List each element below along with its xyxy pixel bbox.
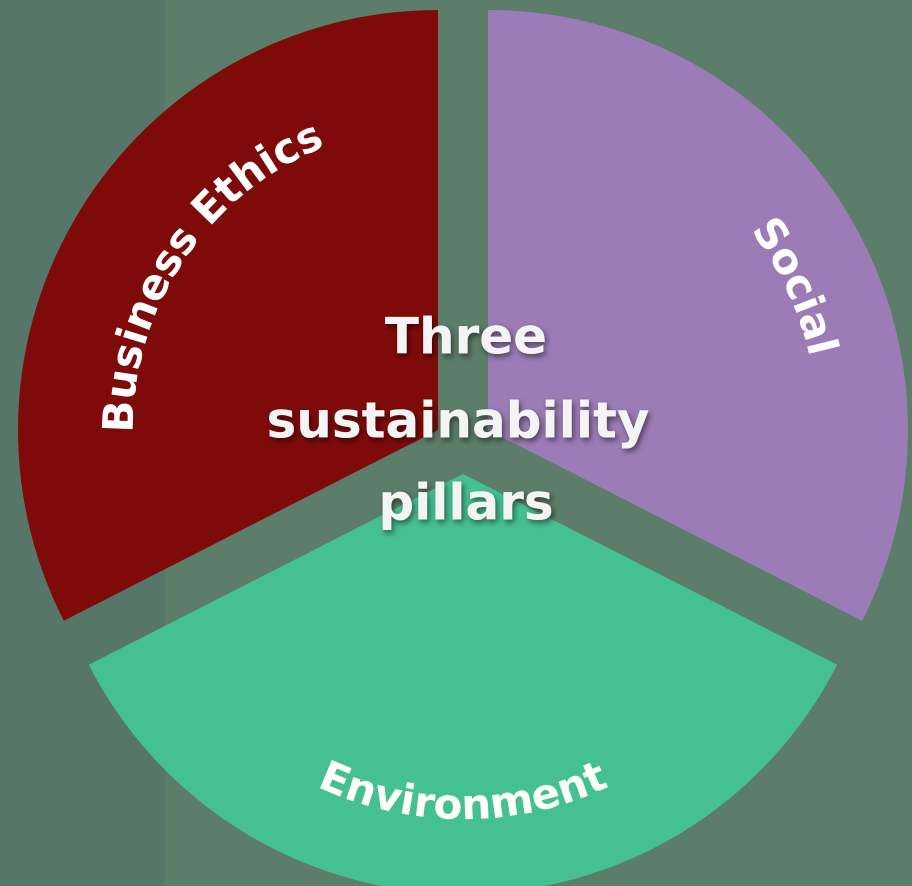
page: Business Ethics Social Environment Three… <box>0 0 912 886</box>
center-title-line: sustainability <box>267 392 650 450</box>
center-title-line: Three <box>385 308 547 366</box>
diagram: Business Ethics Social Environment Three… <box>0 0 912 886</box>
center-title-line: pillars <box>378 474 553 532</box>
